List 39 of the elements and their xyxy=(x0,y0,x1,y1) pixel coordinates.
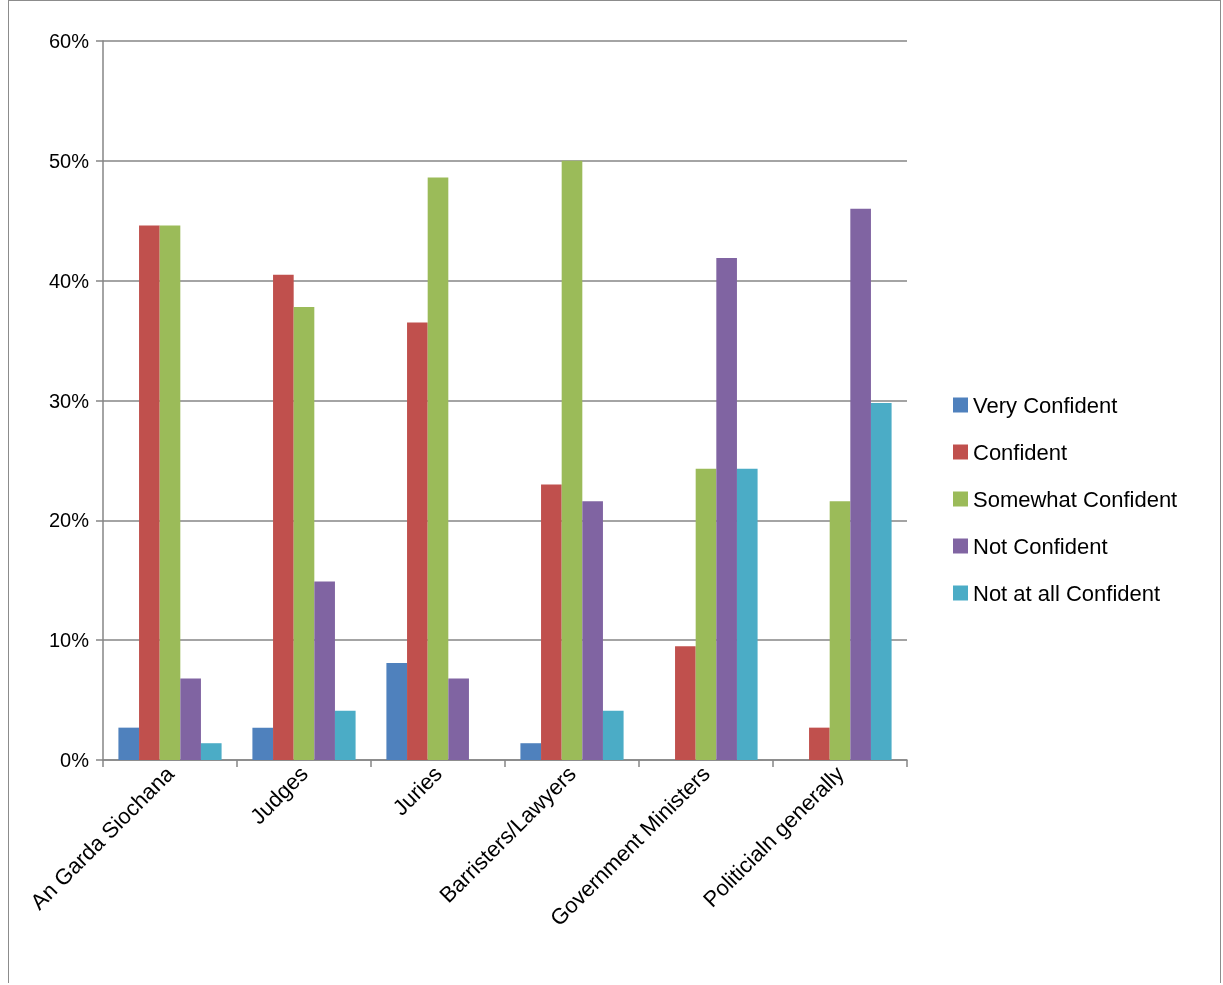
bar xyxy=(159,225,181,760)
bar xyxy=(427,177,449,760)
legend-label: Confident xyxy=(973,439,1068,465)
bar xyxy=(850,208,871,760)
bar xyxy=(273,274,294,760)
bar xyxy=(139,225,160,760)
bar xyxy=(448,678,469,760)
y-tick-label: 0% xyxy=(60,749,90,771)
bar xyxy=(200,743,222,760)
bar xyxy=(829,501,851,760)
bar xyxy=(180,678,201,760)
legend-label: Not at all Confident xyxy=(973,580,1161,606)
legend-label: Not Confident xyxy=(973,533,1108,559)
y-tick-label: 50% xyxy=(48,149,90,172)
bar xyxy=(386,662,408,760)
y-tick-label: 60% xyxy=(48,30,90,52)
bar xyxy=(809,727,830,760)
y-tick-label: 10% xyxy=(48,629,90,652)
bar xyxy=(582,501,603,760)
legend-label: Somewhat Confident xyxy=(973,486,1178,512)
bar xyxy=(118,727,140,760)
bar xyxy=(716,257,737,760)
bar xyxy=(870,402,892,760)
bar xyxy=(334,710,356,760)
bar xyxy=(736,468,758,760)
bar xyxy=(407,322,428,760)
bar xyxy=(520,743,542,760)
y-tick-label: 40% xyxy=(48,269,90,292)
bar xyxy=(314,581,335,760)
y-tick-label: 30% xyxy=(48,389,90,412)
bar xyxy=(675,646,696,760)
bar xyxy=(293,307,315,760)
y-tick-label: 20% xyxy=(48,509,90,532)
legend-label: Very Confident xyxy=(973,392,1118,418)
bar xyxy=(602,710,624,760)
bar xyxy=(541,484,562,760)
bar xyxy=(561,160,583,760)
bar xyxy=(252,727,274,760)
bar xyxy=(695,468,717,760)
